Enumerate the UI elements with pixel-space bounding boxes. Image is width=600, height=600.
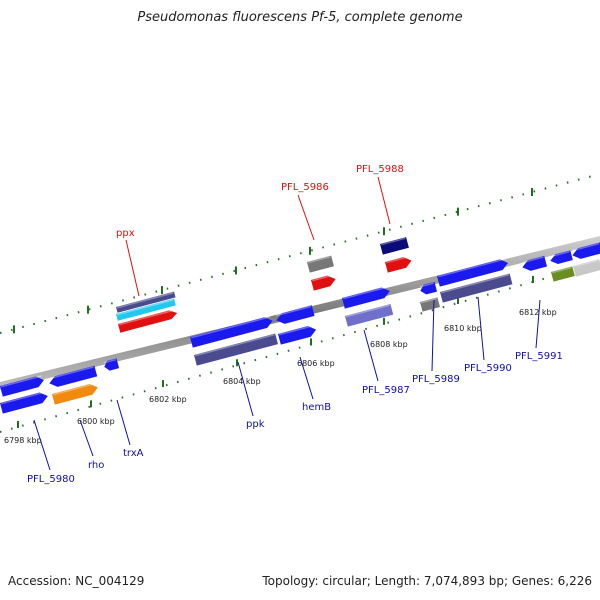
gene-ppx-cyan[interactable] — [116, 298, 176, 321]
label-leader-line — [237, 361, 254, 417]
gene-pfl5989-upper[interactable] — [419, 281, 438, 296]
gene-pfl5991-upper[interactable] — [521, 255, 548, 273]
gene-ppx-upper[interactable] — [116, 291, 176, 313]
ruler-tick-label: 6804 kbp — [223, 377, 261, 386]
gene-pfl5986[interactable] — [311, 274, 337, 291]
label-leader-line — [125, 239, 140, 297]
gene-pfl5987-upper[interactable] — [342, 286, 391, 309]
gene-label-rho[interactable]: rho — [88, 460, 104, 471]
ruler-tick-label: 6810 kbp — [444, 324, 482, 333]
gene-right-1[interactable] — [549, 250, 573, 265]
gene-pfl5980[interactable] — [0, 391, 49, 414]
gene-label-ppk[interactable]: ppk — [246, 419, 265, 430]
gene-label-pfl5988[interactable]: PFL_5988 — [356, 164, 404, 175]
gene-rho[interactable] — [52, 382, 99, 405]
gene-hemB[interactable] — [278, 324, 318, 345]
label-leader-line — [363, 329, 379, 382]
gene-label-ppx[interactable]: ppx — [116, 228, 135, 239]
ruler-tick-label: 6798 kbp — [4, 436, 42, 445]
label-leader-line — [299, 356, 314, 400]
gene-label-hemB[interactable]: hemB — [302, 402, 331, 413]
leader-layer — [33, 176, 541, 471]
gene-pfl5989[interactable] — [420, 297, 440, 312]
gene-right-2[interactable] — [571, 242, 600, 260]
ruler-tick-label: 6802 kbp — [149, 395, 187, 404]
gene-pfl5991[interactable] — [551, 266, 575, 282]
label-leader-line — [535, 299, 541, 349]
gene-hemB-upper[interactable] — [275, 305, 315, 325]
gene-label-pfl5980[interactable]: PFL_5980 — [27, 474, 75, 485]
genome-summary-text: Topology: circular; Length: 7,074,893 bp… — [262, 574, 592, 588]
gene-rho-upper[interactable] — [48, 365, 98, 389]
gene-layer — [0, 237, 600, 414]
map-title: Pseudomonas fluorescens Pf-5, complete g… — [137, 10, 463, 25]
gene-label-pfl5991[interactable]: PFL_5991 — [515, 351, 563, 362]
label-leader-line — [431, 299, 435, 372]
label-leader-line — [477, 296, 485, 361]
label-leader-line — [297, 194, 315, 241]
gene-label-pfl5987[interactable]: PFL_5987 — [362, 385, 410, 396]
gene-right-3[interactable] — [573, 259, 600, 277]
gene-pfl5987[interactable] — [345, 303, 394, 327]
accession-text: Accession: NC_004129 — [8, 574, 145, 588]
gene-pfl5986-gray[interactable] — [307, 255, 334, 273]
gene-pfl5990[interactable] — [440, 273, 513, 303]
inner-dotted-ruler — [0, 262, 600, 433]
gene-left-upper[interactable] — [0, 375, 45, 397]
gene-trxA[interactable] — [103, 358, 120, 371]
gene-ppk[interactable] — [194, 333, 279, 366]
gene-ppk-upper[interactable] — [190, 315, 274, 348]
gene-label-trxA[interactable]: trxA — [123, 448, 144, 459]
ruler-tick-label: 6806 kbp — [297, 359, 335, 368]
label-leader-line — [79, 419, 94, 457]
label-leader-line — [33, 419, 51, 471]
gene-label-pfl5986[interactable]: PFL_5986 — [281, 182, 329, 193]
gene-label-pfl5989[interactable]: PFL_5989 — [412, 374, 460, 385]
gene-pfl5988-navy[interactable] — [380, 237, 409, 255]
gene-label-pfl5990[interactable]: PFL_5990 — [464, 363, 512, 374]
ruler-tick-label: 6808 kbp — [370, 340, 408, 349]
label-leader-line — [377, 176, 391, 225]
gene-pfl5988[interactable] — [385, 255, 413, 273]
label-leader-line — [116, 399, 131, 446]
gene-ppx[interactable] — [118, 309, 178, 333]
ruler-tick-label: 6812 kbp — [519, 308, 557, 317]
gene-pfl5990-upper[interactable] — [437, 258, 509, 287]
ruler-tick-label: 6800 kbp — [77, 417, 115, 426]
tick-layer: 6798 kbp 6800 kbp 6802 kbp 6804 kbp 6806 kbp… — [4, 188, 557, 445]
